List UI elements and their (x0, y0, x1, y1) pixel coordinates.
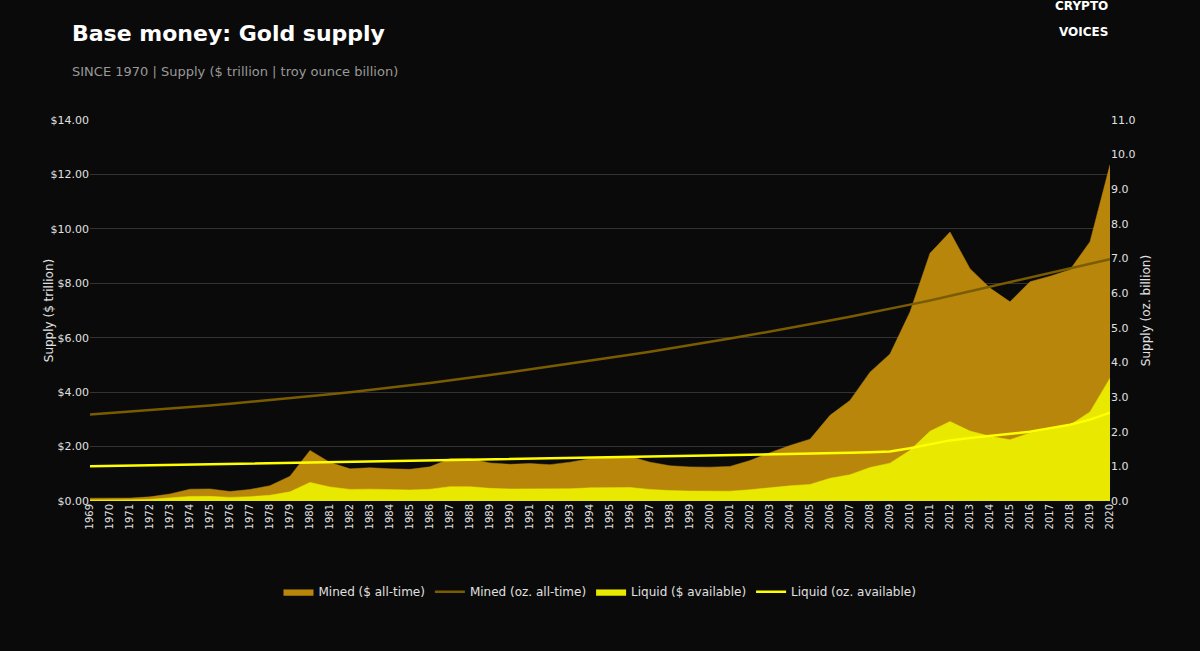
svg-text:Liquid ($ available): Liquid ($ available) (631, 585, 746, 599)
svg-text:Base money: Gold supply: Base money: Gold supply (72, 21, 385, 46)
svg-text:5.0: 5.0 (1111, 322, 1129, 335)
svg-text:2019: 2019 (1084, 504, 1095, 529)
svg-text:Mined ($ all-time): Mined ($ all-time) (319, 585, 425, 599)
svg-text:1990: 1990 (504, 504, 515, 529)
svg-text:2018: 2018 (1064, 504, 1075, 529)
svg-text:2013: 2013 (964, 504, 975, 529)
svg-text:1996: 1996 (624, 504, 635, 529)
svg-text:1997: 1997 (644, 504, 655, 529)
svg-text:1995: 1995 (604, 504, 615, 529)
svg-text:1989: 1989 (484, 504, 495, 529)
svg-text:1980: 1980 (304, 504, 315, 529)
svg-text:2004: 2004 (784, 504, 795, 529)
svg-text:1981: 1981 (324, 504, 335, 529)
svg-text:2000: 2000 (704, 504, 715, 529)
svg-text:7.0: 7.0 (1111, 252, 1129, 265)
svg-text:2003: 2003 (764, 504, 775, 529)
svg-text:2016: 2016 (1024, 504, 1035, 529)
svg-text:1973: 1973 (164, 504, 175, 529)
svg-text:1979: 1979 (284, 504, 295, 529)
svg-text:1972: 1972 (144, 504, 155, 529)
svg-text:1986: 1986 (424, 504, 435, 529)
svg-text:1988: 1988 (464, 504, 475, 529)
svg-text:1998: 1998 (664, 504, 675, 529)
svg-text:VOICES: VOICES (1059, 25, 1108, 39)
svg-text:2015: 2015 (1004, 504, 1015, 529)
svg-text:2007: 2007 (844, 504, 855, 529)
svg-text:$12.00: $12.00 (51, 168, 90, 181)
svg-text:2014: 2014 (984, 504, 995, 529)
svg-text:$10.00: $10.00 (51, 223, 90, 236)
svg-text:Mined (oz. all-time): Mined (oz. all-time) (470, 585, 586, 599)
svg-text:2017: 2017 (1044, 504, 1055, 529)
svg-text:CRYPTO: CRYPTO (1055, 0, 1108, 13)
svg-text:1987: 1987 (444, 504, 455, 529)
svg-text:2001: 2001 (724, 504, 735, 529)
svg-text:4.0: 4.0 (1111, 356, 1129, 369)
svg-text:1985: 1985 (404, 504, 415, 529)
svg-text:$0.00: $0.00 (58, 495, 90, 508)
svg-text:2008: 2008 (864, 504, 875, 529)
svg-text:1992: 1992 (544, 504, 555, 529)
svg-text:2020: 2020 (1104, 504, 1115, 529)
svg-text:1975: 1975 (204, 504, 215, 529)
svg-text:2009: 2009 (884, 504, 895, 529)
svg-text:6.0: 6.0 (1111, 287, 1129, 300)
svg-text:10.0: 10.0 (1111, 148, 1136, 161)
svg-text:1970: 1970 (104, 504, 115, 529)
svg-text:Supply ($ trillion): Supply ($ trillion) (42, 259, 56, 362)
svg-text:2006: 2006 (824, 504, 835, 529)
svg-text:0.0: 0.0 (1111, 495, 1129, 508)
svg-text:Liquid (oz. available): Liquid (oz. available) (791, 585, 916, 599)
svg-text:1991: 1991 (524, 504, 535, 529)
svg-text:$8.00: $8.00 (58, 277, 90, 290)
svg-text:1983: 1983 (364, 504, 375, 529)
svg-text:2.0: 2.0 (1111, 426, 1129, 439)
svg-text:$2.00: $2.00 (58, 440, 90, 453)
svg-text:2010: 2010 (904, 504, 915, 529)
svg-text:2011: 2011 (924, 504, 935, 529)
svg-text:1976: 1976 (224, 504, 235, 529)
svg-text:1.0: 1.0 (1111, 460, 1129, 473)
svg-text:SINCE 1970 | Supply ($ trillio: SINCE 1970 | Supply ($ trillion | troy o… (72, 64, 398, 79)
svg-text:1999: 1999 (684, 504, 695, 529)
svg-text:1969: 1969 (84, 504, 95, 529)
svg-text:$6.00: $6.00 (58, 332, 90, 345)
svg-text:1971: 1971 (124, 504, 135, 529)
svg-text:1978: 1978 (264, 504, 275, 529)
svg-text:$14.00: $14.00 (51, 114, 90, 127)
svg-text:1974: 1974 (184, 504, 195, 529)
svg-text:3.0: 3.0 (1111, 391, 1129, 404)
svg-text:1982: 1982 (344, 504, 355, 529)
svg-text:2002: 2002 (744, 504, 755, 529)
svg-text:1993: 1993 (564, 504, 575, 529)
svg-text:2005: 2005 (804, 504, 815, 529)
svg-text:8.0: 8.0 (1111, 218, 1129, 231)
svg-text:Supply (oz. billion): Supply (oz. billion) (1139, 255, 1153, 366)
svg-text:1984: 1984 (384, 504, 395, 529)
svg-text:$4.00: $4.00 (58, 386, 90, 399)
svg-text:2012: 2012 (944, 504, 955, 529)
svg-text:1994: 1994 (584, 504, 595, 529)
svg-text:1977: 1977 (244, 504, 255, 529)
svg-text:9.0: 9.0 (1111, 183, 1129, 196)
svg-text:11.0: 11.0 (1111, 114, 1136, 127)
